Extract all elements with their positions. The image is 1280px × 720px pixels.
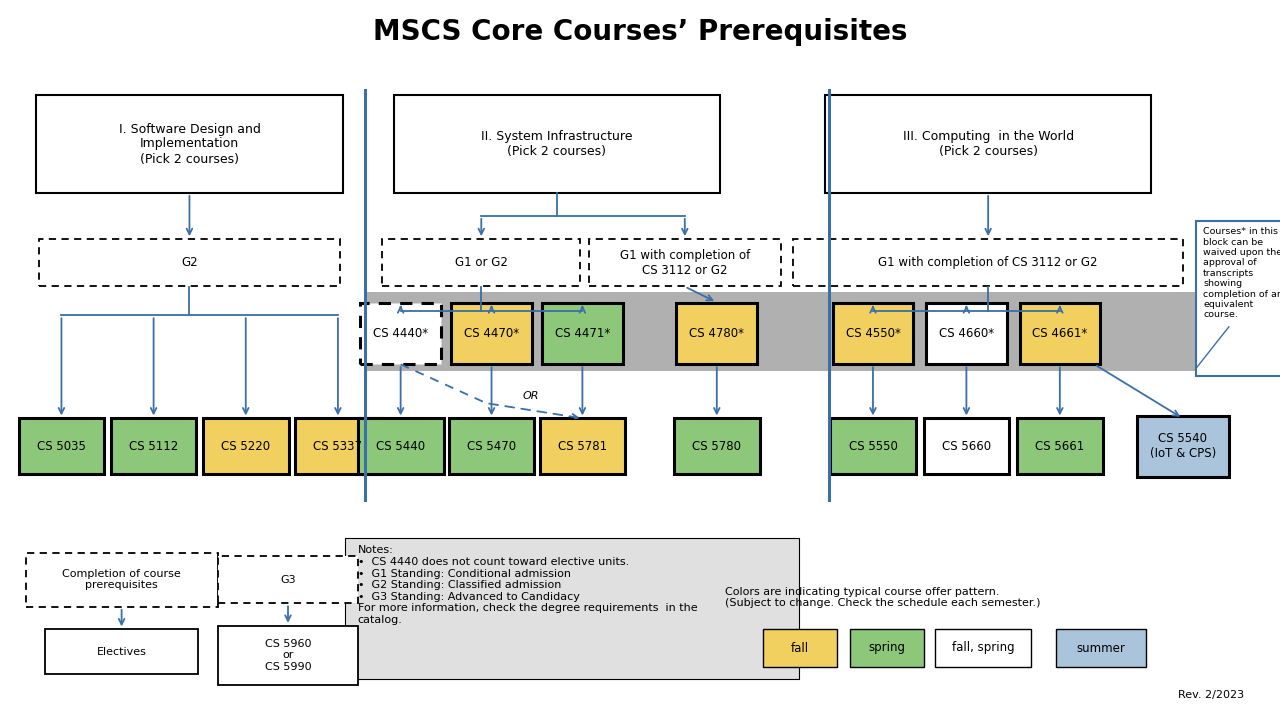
Text: fall: fall: [791, 642, 809, 654]
Text: Courses* in this
block can be
waived upon the
approval of
transcripts
showing
co: Courses* in this block can be waived upo…: [1203, 228, 1280, 320]
Text: CS 4440*: CS 4440*: [372, 327, 429, 340]
Text: CS 5540
(IoT & CPS): CS 5540 (IoT & CPS): [1149, 433, 1216, 460]
Text: G3: G3: [280, 575, 296, 585]
Text: CS 5550: CS 5550: [849, 440, 897, 453]
FancyBboxPatch shape: [381, 239, 581, 286]
FancyBboxPatch shape: [826, 95, 1152, 192]
Text: CS 5035: CS 5035: [37, 440, 86, 453]
Text: G1 or G2: G1 or G2: [454, 256, 508, 269]
Text: Rev. 2/2023: Rev. 2/2023: [1178, 690, 1244, 700]
Text: G2: G2: [182, 256, 197, 269]
FancyBboxPatch shape: [543, 302, 623, 364]
FancyBboxPatch shape: [1018, 418, 1102, 474]
FancyBboxPatch shape: [361, 302, 440, 364]
FancyBboxPatch shape: [36, 95, 343, 192]
FancyBboxPatch shape: [677, 302, 758, 364]
FancyBboxPatch shape: [111, 418, 197, 474]
Text: G1 with completion of CS 3112 or G2: G1 with completion of CS 3112 or G2: [878, 256, 1098, 269]
Bar: [346, 539, 800, 678]
Text: Completion of course
prerequisites: Completion of course prerequisites: [63, 569, 180, 590]
FancyBboxPatch shape: [936, 629, 1032, 667]
Text: CS 5112: CS 5112: [129, 440, 178, 453]
FancyBboxPatch shape: [924, 418, 1009, 474]
Text: Colors are indicating typical course offer pattern.
(Subject to change. Check th: Colors are indicating typical course off…: [726, 587, 1041, 608]
Text: spring: spring: [869, 642, 905, 654]
Text: CS 4780*: CS 4780*: [690, 327, 744, 340]
FancyBboxPatch shape: [1056, 629, 1146, 667]
FancyBboxPatch shape: [26, 553, 218, 606]
Text: CS 5960
or
CS 5990: CS 5960 or CS 5990: [265, 639, 311, 672]
Text: summer: summer: [1076, 642, 1125, 654]
Bar: [365, 292, 1229, 371]
FancyBboxPatch shape: [763, 629, 837, 667]
Text: fall, spring: fall, spring: [952, 642, 1014, 654]
Text: CS 4550*: CS 4550*: [846, 327, 900, 340]
FancyBboxPatch shape: [38, 239, 339, 286]
Text: III. Computing  in the World
(Pick 2 courses): III. Computing in the World (Pick 2 cour…: [902, 130, 1074, 158]
Text: CS 4660*: CS 4660*: [938, 327, 995, 340]
FancyBboxPatch shape: [452, 302, 532, 364]
Text: CS 4471*: CS 4471*: [554, 327, 611, 340]
Text: Notes:
•  CS 4440 does not count toward elective units.
•  G1 Standing: Conditio: Notes: • CS 4440 does not count toward e…: [358, 546, 698, 625]
Text: Electives: Electives: [97, 647, 146, 657]
Text: CS 4661*: CS 4661*: [1032, 327, 1088, 340]
Text: II. System Infrastructure
(Pick 2 courses): II. System Infrastructure (Pick 2 course…: [481, 130, 632, 158]
FancyBboxPatch shape: [296, 418, 381, 474]
Text: CS 5470: CS 5470: [467, 440, 516, 453]
Text: CS 5440: CS 5440: [376, 440, 425, 453]
FancyBboxPatch shape: [675, 418, 760, 474]
FancyBboxPatch shape: [833, 302, 914, 364]
FancyBboxPatch shape: [589, 239, 781, 286]
FancyBboxPatch shape: [45, 629, 198, 674]
FancyBboxPatch shape: [218, 556, 358, 603]
Text: MSCS Core Courses’ Prerequisites: MSCS Core Courses’ Prerequisites: [372, 19, 908, 46]
FancyBboxPatch shape: [540, 418, 625, 474]
FancyBboxPatch shape: [18, 418, 105, 474]
FancyBboxPatch shape: [794, 239, 1184, 286]
FancyBboxPatch shape: [1137, 415, 1229, 477]
Text: CS 5661: CS 5661: [1036, 440, 1084, 453]
Text: G1 with completion of
CS 3112 or G2: G1 with completion of CS 3112 or G2: [620, 249, 750, 276]
FancyBboxPatch shape: [218, 626, 358, 685]
FancyBboxPatch shape: [831, 418, 916, 474]
FancyBboxPatch shape: [850, 629, 924, 667]
Text: CS 4470*: CS 4470*: [463, 327, 520, 340]
Text: CS 5781: CS 5781: [558, 440, 607, 453]
FancyBboxPatch shape: [449, 418, 535, 474]
Text: CS 5220: CS 5220: [221, 440, 270, 453]
Text: CS 5780: CS 5780: [692, 440, 741, 453]
FancyBboxPatch shape: [358, 418, 444, 474]
Bar: [1196, 222, 1280, 376]
Text: CS 5337: CS 5337: [314, 440, 362, 453]
FancyBboxPatch shape: [394, 95, 719, 192]
Text: OR: OR: [524, 391, 539, 401]
Text: I. Software Design and
Implementation
(Pick 2 courses): I. Software Design and Implementation (P…: [119, 122, 260, 166]
FancyBboxPatch shape: [202, 418, 289, 474]
Text: CS 5660: CS 5660: [942, 440, 991, 453]
FancyBboxPatch shape: [1019, 302, 1100, 364]
FancyBboxPatch shape: [927, 302, 1007, 364]
